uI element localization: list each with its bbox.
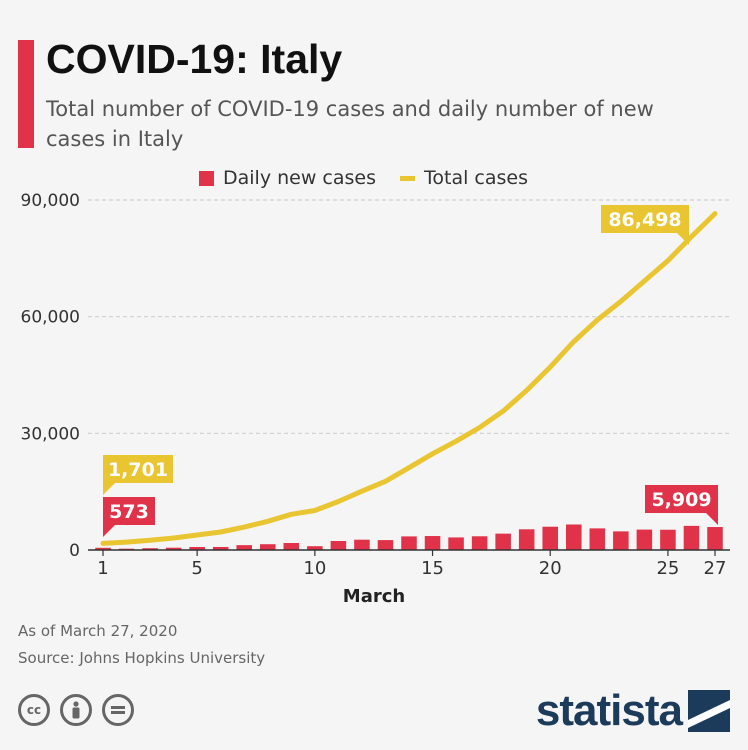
license-icons: cc — [18, 694, 144, 726]
y-tick-label: 30,000 — [21, 424, 80, 444]
brand-wordmark: statista — [535, 686, 683, 735]
bar — [330, 541, 347, 550]
legend-item-total: Total cases — [400, 167, 528, 189]
callout-total-start-box — [103, 455, 173, 495]
bar — [589, 528, 606, 550]
bar — [636, 529, 653, 550]
bar — [307, 546, 323, 550]
bar — [377, 540, 394, 550]
no-derivatives-icon[interactable] — [102, 694, 134, 726]
callout-daily-end-box — [645, 485, 718, 525]
x-tick-label: 5 — [191, 558, 202, 579]
creative-commons-icon[interactable]: cc — [18, 694, 50, 726]
bar — [471, 536, 488, 550]
legend-swatch-total — [400, 175, 415, 181]
bar — [401, 536, 417, 550]
legend-label-daily: Daily new cases — [223, 167, 377, 189]
bar — [165, 547, 182, 550]
source-note: Source: Johns Hopkins University — [18, 649, 266, 667]
accent-bar — [18, 40, 34, 148]
bar — [495, 533, 511, 550]
x-tick-label: 10 — [303, 558, 326, 579]
bar — [424, 536, 441, 550]
y-tick-label: 0 — [69, 541, 80, 561]
x-axis-title: March — [343, 586, 405, 607]
bar — [542, 526, 558, 550]
bar — [566, 524, 582, 550]
bar — [613, 531, 629, 550]
statista-logo[interactable]: statista — [536, 686, 730, 736]
brand-mark-icon — [688, 690, 730, 732]
bar — [189, 547, 205, 550]
x-tick-label: 20 — [539, 558, 562, 579]
callout-daily-start-label: 573 — [109, 501, 149, 523]
legend-swatch-daily — [199, 170, 214, 186]
bar — [260, 544, 276, 550]
bar — [660, 529, 676, 550]
person-glyph — [72, 701, 80, 719]
brand-mark-glyph — [688, 700, 730, 728]
callout-daily-end-label: 5,909 — [651, 489, 711, 511]
bar — [448, 537, 464, 550]
x-tick-label: 27 — [704, 558, 727, 579]
y-tick-label: 60,000 — [21, 308, 80, 328]
legend: Daily new cases Total cases — [0, 167, 748, 193]
x-tick-label: 25 — [656, 558, 679, 579]
legend-item-daily: Daily new cases — [199, 167, 376, 189]
x-tick-label: 15 — [421, 558, 444, 579]
attribution-icon[interactable] — [60, 694, 92, 726]
callout-total-end-box — [601, 205, 689, 245]
bar — [683, 525, 700, 550]
bar — [95, 547, 111, 550]
bar — [212, 546, 229, 550]
bar — [283, 543, 300, 550]
bar — [142, 548, 158, 550]
total-cases-line — [100, 211, 718, 546]
bar — [518, 529, 535, 550]
y-tick-label: 90,000 — [21, 191, 80, 211]
chart-subtitle: Total number of COVID-19 cases and daily… — [46, 97, 654, 151]
callout-total-start-label: 1,701 — [108, 459, 168, 481]
as-of-note: As of March 27, 2020 — [18, 622, 178, 640]
x-tick-label: 1 — [97, 558, 108, 579]
bar — [236, 545, 252, 550]
bar — [707, 527, 723, 550]
chart-title: COVID-19: Italy — [46, 36, 343, 82]
legend-label-total: Total cases — [424, 167, 528, 189]
callout-daily-start-box — [103, 497, 155, 537]
callout-total-end-label: 86,498 — [608, 209, 681, 231]
bar — [354, 539, 370, 550]
equals-glyph — [111, 706, 125, 714]
